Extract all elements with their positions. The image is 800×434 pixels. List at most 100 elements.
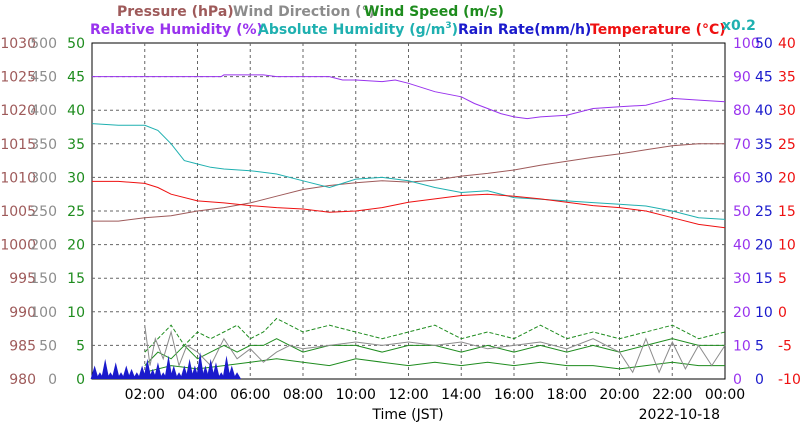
wind-direction-tick-label: 200	[30, 238, 57, 254]
rain-bar	[101, 358, 110, 379]
temperature-tick-label: 30	[778, 103, 796, 119]
rain-tick-label: 10	[755, 305, 773, 321]
pressure-tick-label: 995	[9, 271, 36, 287]
rain-bar	[233, 372, 242, 379]
grid	[92, 43, 725, 379]
x-tick-label: 12:00	[388, 387, 428, 403]
rain-tick-label: 0	[755, 372, 764, 388]
humidity-tick-label: 100	[733, 36, 760, 52]
rain-tick-label: 45	[755, 70, 773, 86]
humidity-tick-label: 50	[733, 204, 751, 220]
x-tick-label: 20:00	[599, 387, 639, 403]
series-wind-speed-m-s-6	[144, 358, 725, 373]
wind-direction-tick-label: 150	[30, 271, 57, 287]
humidity-tick-label: 80	[733, 103, 751, 119]
wind-direction-tick-label: 350	[30, 137, 57, 153]
pressure-tick-label: 980	[9, 372, 36, 388]
multiplier-label: x0.2	[722, 18, 756, 34]
right-axes: 1009080706050403020100504540353025201510…	[733, 36, 800, 388]
temperature-tick-label: 15	[778, 204, 796, 220]
x-tick-label: 04:00	[177, 387, 217, 403]
temperature-title: Temperature (°C)	[590, 22, 726, 38]
x-tick-label: 14:00	[441, 387, 481, 403]
rain-bar	[164, 355, 173, 379]
wind-direction-tick-label: 0	[48, 372, 57, 388]
x-tick-label: 18:00	[547, 387, 587, 403]
wind-speed-tick-label: 35	[67, 137, 85, 153]
humidity-tick-label: 0	[733, 372, 742, 388]
rain-bar	[206, 358, 215, 379]
rain-tick-label: 5	[755, 338, 764, 354]
wind-direction-tick-label: 50	[39, 338, 57, 354]
temperature-tick-label: 10	[778, 238, 796, 254]
rain-tick-label: 15	[755, 271, 773, 287]
series-wind-speed-m-s-5	[144, 338, 725, 366]
temperature-tick-label: 5	[778, 271, 787, 287]
rain-tick-label: 50	[755, 36, 773, 52]
wind-speed-tick-label: 5	[76, 338, 85, 354]
series-layer	[90, 74, 726, 379]
left-axes: 1030 1025 1020 1015 1010 1005 1000 995 990 985 980…	[0, 36, 85, 388]
rain-bar	[211, 362, 220, 379]
wind-speed-tick-label: 50	[67, 36, 85, 52]
date-label: 2022-10-18	[639, 407, 720, 423]
rain-bar	[153, 362, 162, 379]
x-tick-label: 16:00	[494, 387, 534, 403]
rain-tick-label: 20	[755, 238, 773, 254]
x-tick-label: 06:00	[230, 387, 270, 403]
pressure-tick-label: 1005	[0, 204, 36, 220]
pressure-tick-label: 1020	[0, 103, 36, 119]
humidity-tick-label: 10	[733, 338, 751, 354]
humidity-title: Relative Humidity (%)	[90, 22, 263, 38]
rain-bar	[127, 368, 136, 379]
x-tick-label: 08:00	[283, 387, 323, 403]
temperature-tick-label: 35	[778, 70, 796, 86]
pressure-tick-label: 1030	[0, 36, 36, 52]
temperature-tick-label: 25	[778, 137, 796, 153]
rain-bar	[196, 352, 205, 379]
wind-speed-tick-label: 30	[67, 170, 85, 186]
wind-direction-tick-label: 400	[30, 103, 57, 119]
series-relative-humidity-1	[92, 74, 726, 120]
rain-bar	[185, 358, 194, 379]
temperature-tick-label: 40	[778, 36, 796, 52]
wind-direction-tick-label: 500	[30, 36, 57, 52]
series-wind-direction-7	[144, 325, 726, 374]
rain-bar	[227, 365, 236, 379]
series-wind-speed-m-s-4	[144, 317, 726, 353]
humidity-tick-label: 40	[733, 238, 751, 254]
rain-title: Rain Rate(mm/h)	[458, 22, 591, 38]
humidity-tick-label: 60	[733, 170, 751, 186]
wind-speed-title: Wind Speed (m/s)	[364, 4, 504, 20]
rain-tick-label: 35	[755, 137, 773, 153]
series-pressure-hpa-0	[92, 143, 725, 222]
pressure-tick-label: 985	[9, 338, 36, 354]
wind-speed-tick-label: 20	[67, 238, 85, 254]
wind-direction-tick-label: 300	[30, 170, 57, 186]
wind-speed-tick-label: 25	[67, 204, 85, 220]
x-tick-label: 10:00	[336, 387, 376, 403]
temperature-tick-label: 0	[778, 305, 787, 321]
pressure-tick-label: 1025	[0, 70, 36, 86]
x-axis: 02:00 04:00 06:00 08:00 10:00 12:00 14:00 16:00…	[125, 387, 746, 403]
wind-direction-tick-label: 250	[30, 204, 57, 220]
humidity-tick-label: 90	[733, 70, 751, 86]
temperature-tick-label: -5	[778, 338, 792, 354]
rain-bar	[90, 365, 99, 379]
rain-bar	[169, 365, 178, 379]
rain-tick-label: 25	[755, 204, 773, 220]
rain-bar	[111, 362, 120, 379]
pressure-tick-label: 990	[9, 305, 36, 321]
pressure-tick-label: 1000	[0, 238, 36, 254]
rain-bar	[222, 355, 231, 379]
abs-humidity-title-main: Absolute Humidity (g/m	[258, 22, 445, 38]
pressure-tick-label: 1010	[0, 170, 36, 186]
abs-humidity-title: Absolute Humidity (g/m3)	[258, 21, 458, 38]
abs-humidity-title-sup: 3	[445, 21, 451, 31]
wind-speed-tick-label: 0	[76, 372, 85, 388]
pressure-tick-label: 1015	[0, 137, 36, 153]
x-tick-label: 00:00	[705, 387, 745, 403]
rain-bar	[122, 365, 131, 379]
humidity-tick-label: 30	[733, 271, 751, 287]
